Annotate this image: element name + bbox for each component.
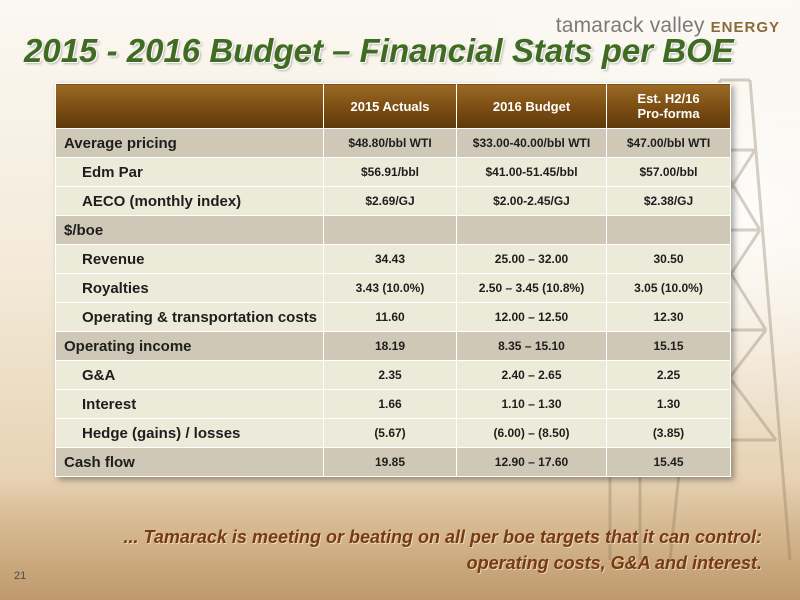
row-value-cell: 2.50 – 3.45 (10.8%)	[456, 273, 607, 303]
row-value-cell	[456, 215, 607, 245]
row-label: Hedge (gains) / losses	[55, 418, 324, 448]
row-value-cell: 1.66	[323, 389, 457, 419]
row-value-cell: 8.35 – 15.10	[456, 331, 607, 361]
table-row: Royalties 3.43 (10.0%) 2.50 – 3.45 (10.8%)…	[55, 273, 731, 303]
table-row: Operating & transportation costs 11.60 12.…	[55, 302, 731, 332]
table-row: Revenue 34.43 25.00 – 32.00 30.50	[55, 244, 731, 274]
row-value-cell: 30.50	[606, 244, 731, 274]
row-value-cell: 15.45	[606, 447, 731, 477]
header-est-line1: Est. H2/16	[637, 91, 700, 106]
row-label: G&A	[55, 360, 324, 390]
row-value-cell	[606, 215, 731, 245]
row-label: Edm Par	[55, 157, 324, 187]
row-label: Operating income	[55, 331, 324, 361]
row-value-cell: 2.25	[606, 360, 731, 390]
page-number: 21	[14, 570, 27, 582]
row-value-cell: 12.00 – 12.50	[456, 302, 607, 332]
row-value-cell: (5.67)	[323, 418, 457, 448]
row-value-cell: $57.00/bbl	[606, 157, 731, 187]
row-value-cell: $2.00-2.45/GJ	[456, 186, 607, 216]
table-header-row: 2015 Actuals 2016 Budget Est. H2/16 Pro-…	[55, 83, 731, 129]
table-row: Average pricing $48.80/bbl WTI $33.00-40.0…	[55, 128, 731, 158]
row-value-cell: $47.00/bbl WTI	[606, 128, 731, 158]
row-value-cell: 18.19	[323, 331, 457, 361]
row-value-cell: 25.00 – 32.00	[456, 244, 607, 274]
row-value-cell: 1.30	[606, 389, 731, 419]
footnote-line-1: ... Tamarack is meeting or beating on al…	[123, 527, 762, 547]
row-value-cell: 34.43	[323, 244, 457, 274]
row-value-cell: 2.40 – 2.65	[456, 360, 607, 390]
footnote-callout: ... Tamarack is meeting or beating on al…	[62, 524, 762, 576]
table-row: Edm Par $56.91/bbl $41.00-51.45/bbl $57.00/…	[55, 157, 731, 187]
row-label: $/boe	[55, 215, 324, 245]
logo-energy-text: ENERGY	[710, 19, 780, 36]
row-label: Average pricing	[55, 128, 324, 158]
row-value-cell: 11.60	[323, 302, 457, 332]
row-value-cell: 15.15	[606, 331, 731, 361]
financial-stats-table: 2015 Actuals 2016 Budget Est. H2/16 Pro-…	[55, 83, 731, 477]
row-value-cell: 1.10 – 1.30	[456, 389, 607, 419]
row-value-cell: $41.00-51.45/bbl	[456, 157, 607, 187]
row-value-cell: (6.00) – (8.50)	[456, 418, 607, 448]
logo-brand-text: tamarack valley	[555, 14, 705, 37]
row-label: Interest	[55, 389, 324, 419]
row-value-cell: $33.00-40.00/bbl WTI	[456, 128, 607, 158]
row-label: Revenue	[55, 244, 324, 274]
row-value-cell: (3.85)	[606, 418, 731, 448]
table-row: AECO (monthly index) $2.69/GJ $2.00-2.45/G…	[55, 186, 731, 216]
header-2015-actuals: 2015 Actuals	[323, 83, 457, 129]
row-value-cell: $2.38/GJ	[606, 186, 731, 216]
row-value-cell: 19.85	[323, 447, 457, 477]
row-value-cell: 3.43 (10.0%)	[323, 273, 457, 303]
header-2016-budget: 2016 Budget	[456, 83, 607, 129]
row-value-cell: 12.90 – 17.60	[456, 447, 607, 477]
row-value-cell: $2.69/GJ	[323, 186, 457, 216]
row-label: Operating & transportation costs	[55, 302, 324, 332]
slide-title: 2015 - 2016 Budget – Financial Stats per…	[24, 32, 734, 69]
row-label: Royalties	[55, 273, 324, 303]
row-label: AECO (monthly index)	[55, 186, 324, 216]
table-row: Cash flow 19.85 12.90 – 17.60 15.45	[55, 447, 731, 477]
row-value-cell: $56.91/bbl	[323, 157, 457, 187]
table-row: Hedge (gains) / losses (5.67) (6.00) – (8.…	[55, 418, 731, 448]
row-value-cell	[323, 215, 457, 245]
header-est-line2: Pro-forma	[637, 106, 700, 121]
row-value-cell: $48.80/bbl WTI	[323, 128, 457, 158]
table-row: Interest 1.66 1.10 – 1.30 1.30	[55, 389, 731, 419]
table-row: G&A 2.35 2.40 – 2.65 2.25	[55, 360, 731, 390]
footnote-line-2: operating costs, G&A and interest.	[466, 553, 762, 573]
table-row: Operating income 18.19 8.35 – 15.10 15.15	[55, 331, 731, 361]
company-logo: tamarack valley ENERGY	[556, 14, 780, 38]
table-row: $/boe	[55, 215, 731, 245]
row-value-cell: 12.30	[606, 302, 731, 332]
row-value-cell: 3.05 (10.0%)	[606, 273, 731, 303]
row-value-cell: 2.35	[323, 360, 457, 390]
background-ground	[0, 480, 800, 600]
row-label: Cash flow	[55, 447, 324, 477]
header-est-h2-16: Est. H2/16 Pro-forma	[606, 83, 731, 129]
header-blank-cell	[55, 83, 324, 129]
